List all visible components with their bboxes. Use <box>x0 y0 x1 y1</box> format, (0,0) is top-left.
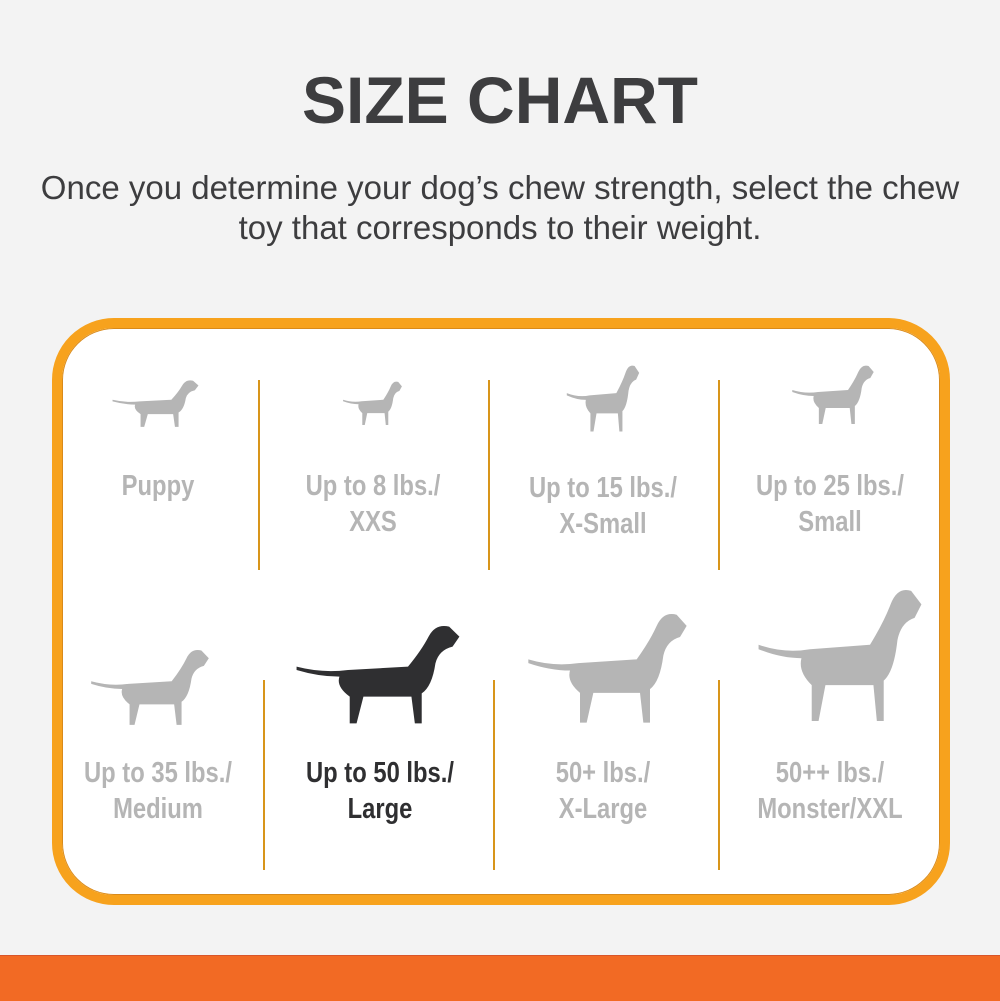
size-label: Puppy <box>64 468 253 504</box>
bottom-bar <box>0 955 1000 1001</box>
terrier-icon <box>792 365 874 424</box>
size-weight: Up to 50 lbs./ <box>305 757 454 789</box>
size-label: Up to 8 lbs./ XXS <box>279 468 468 540</box>
puppy-icon <box>112 380 199 427</box>
size-name: XXS <box>349 506 397 538</box>
size-weight: Up to 8 lbs./ <box>305 470 441 502</box>
page-title: SIZE CHART <box>302 63 698 137</box>
size-label: Up to 25 lbs./ Small <box>736 468 925 540</box>
size-name: Medium <box>113 793 203 825</box>
divider <box>263 680 265 870</box>
labrador-icon <box>296 626 460 724</box>
subtitle: Once you determine your dog’s chew stren… <box>40 169 960 246</box>
chihuahua-icon <box>343 381 402 426</box>
size-weight: Puppy <box>121 470 195 502</box>
divider <box>718 680 720 870</box>
size-label: Up to 35 lbs./ Medium <box>64 755 253 827</box>
shepherd-icon <box>528 614 687 723</box>
size-label: Up to 50 lbs./ Large <box>286 755 475 827</box>
size-name: Small <box>798 506 862 538</box>
size-label: 50+ lbs./ X-Large <box>509 755 698 827</box>
size-name: Monster/XXL <box>757 793 903 825</box>
beagle-icon <box>91 650 209 725</box>
size-weight: Up to 35 lbs./ <box>83 757 232 789</box>
size-chart-panel <box>52 318 950 905</box>
size-name: X-Small <box>559 508 647 540</box>
divider <box>488 380 490 570</box>
size-name: X-Large <box>558 793 648 825</box>
divider <box>493 680 495 870</box>
divider <box>258 380 260 570</box>
great-dane-icon <box>758 590 922 722</box>
pinscher-icon <box>566 365 640 432</box>
size-weight: 50+ lbs./ <box>555 757 651 789</box>
size-weight: Up to 25 lbs./ <box>755 470 904 502</box>
size-weight: Up to 15 lbs./ <box>528 472 677 504</box>
size-label: 50++ lbs./ Monster/XXL <box>736 755 925 827</box>
size-weight: 50++ lbs./ <box>775 757 885 789</box>
divider <box>718 380 720 570</box>
size-label: Up to 15 lbs./ X-Small <box>509 470 698 542</box>
size-name: Large <box>347 793 413 825</box>
